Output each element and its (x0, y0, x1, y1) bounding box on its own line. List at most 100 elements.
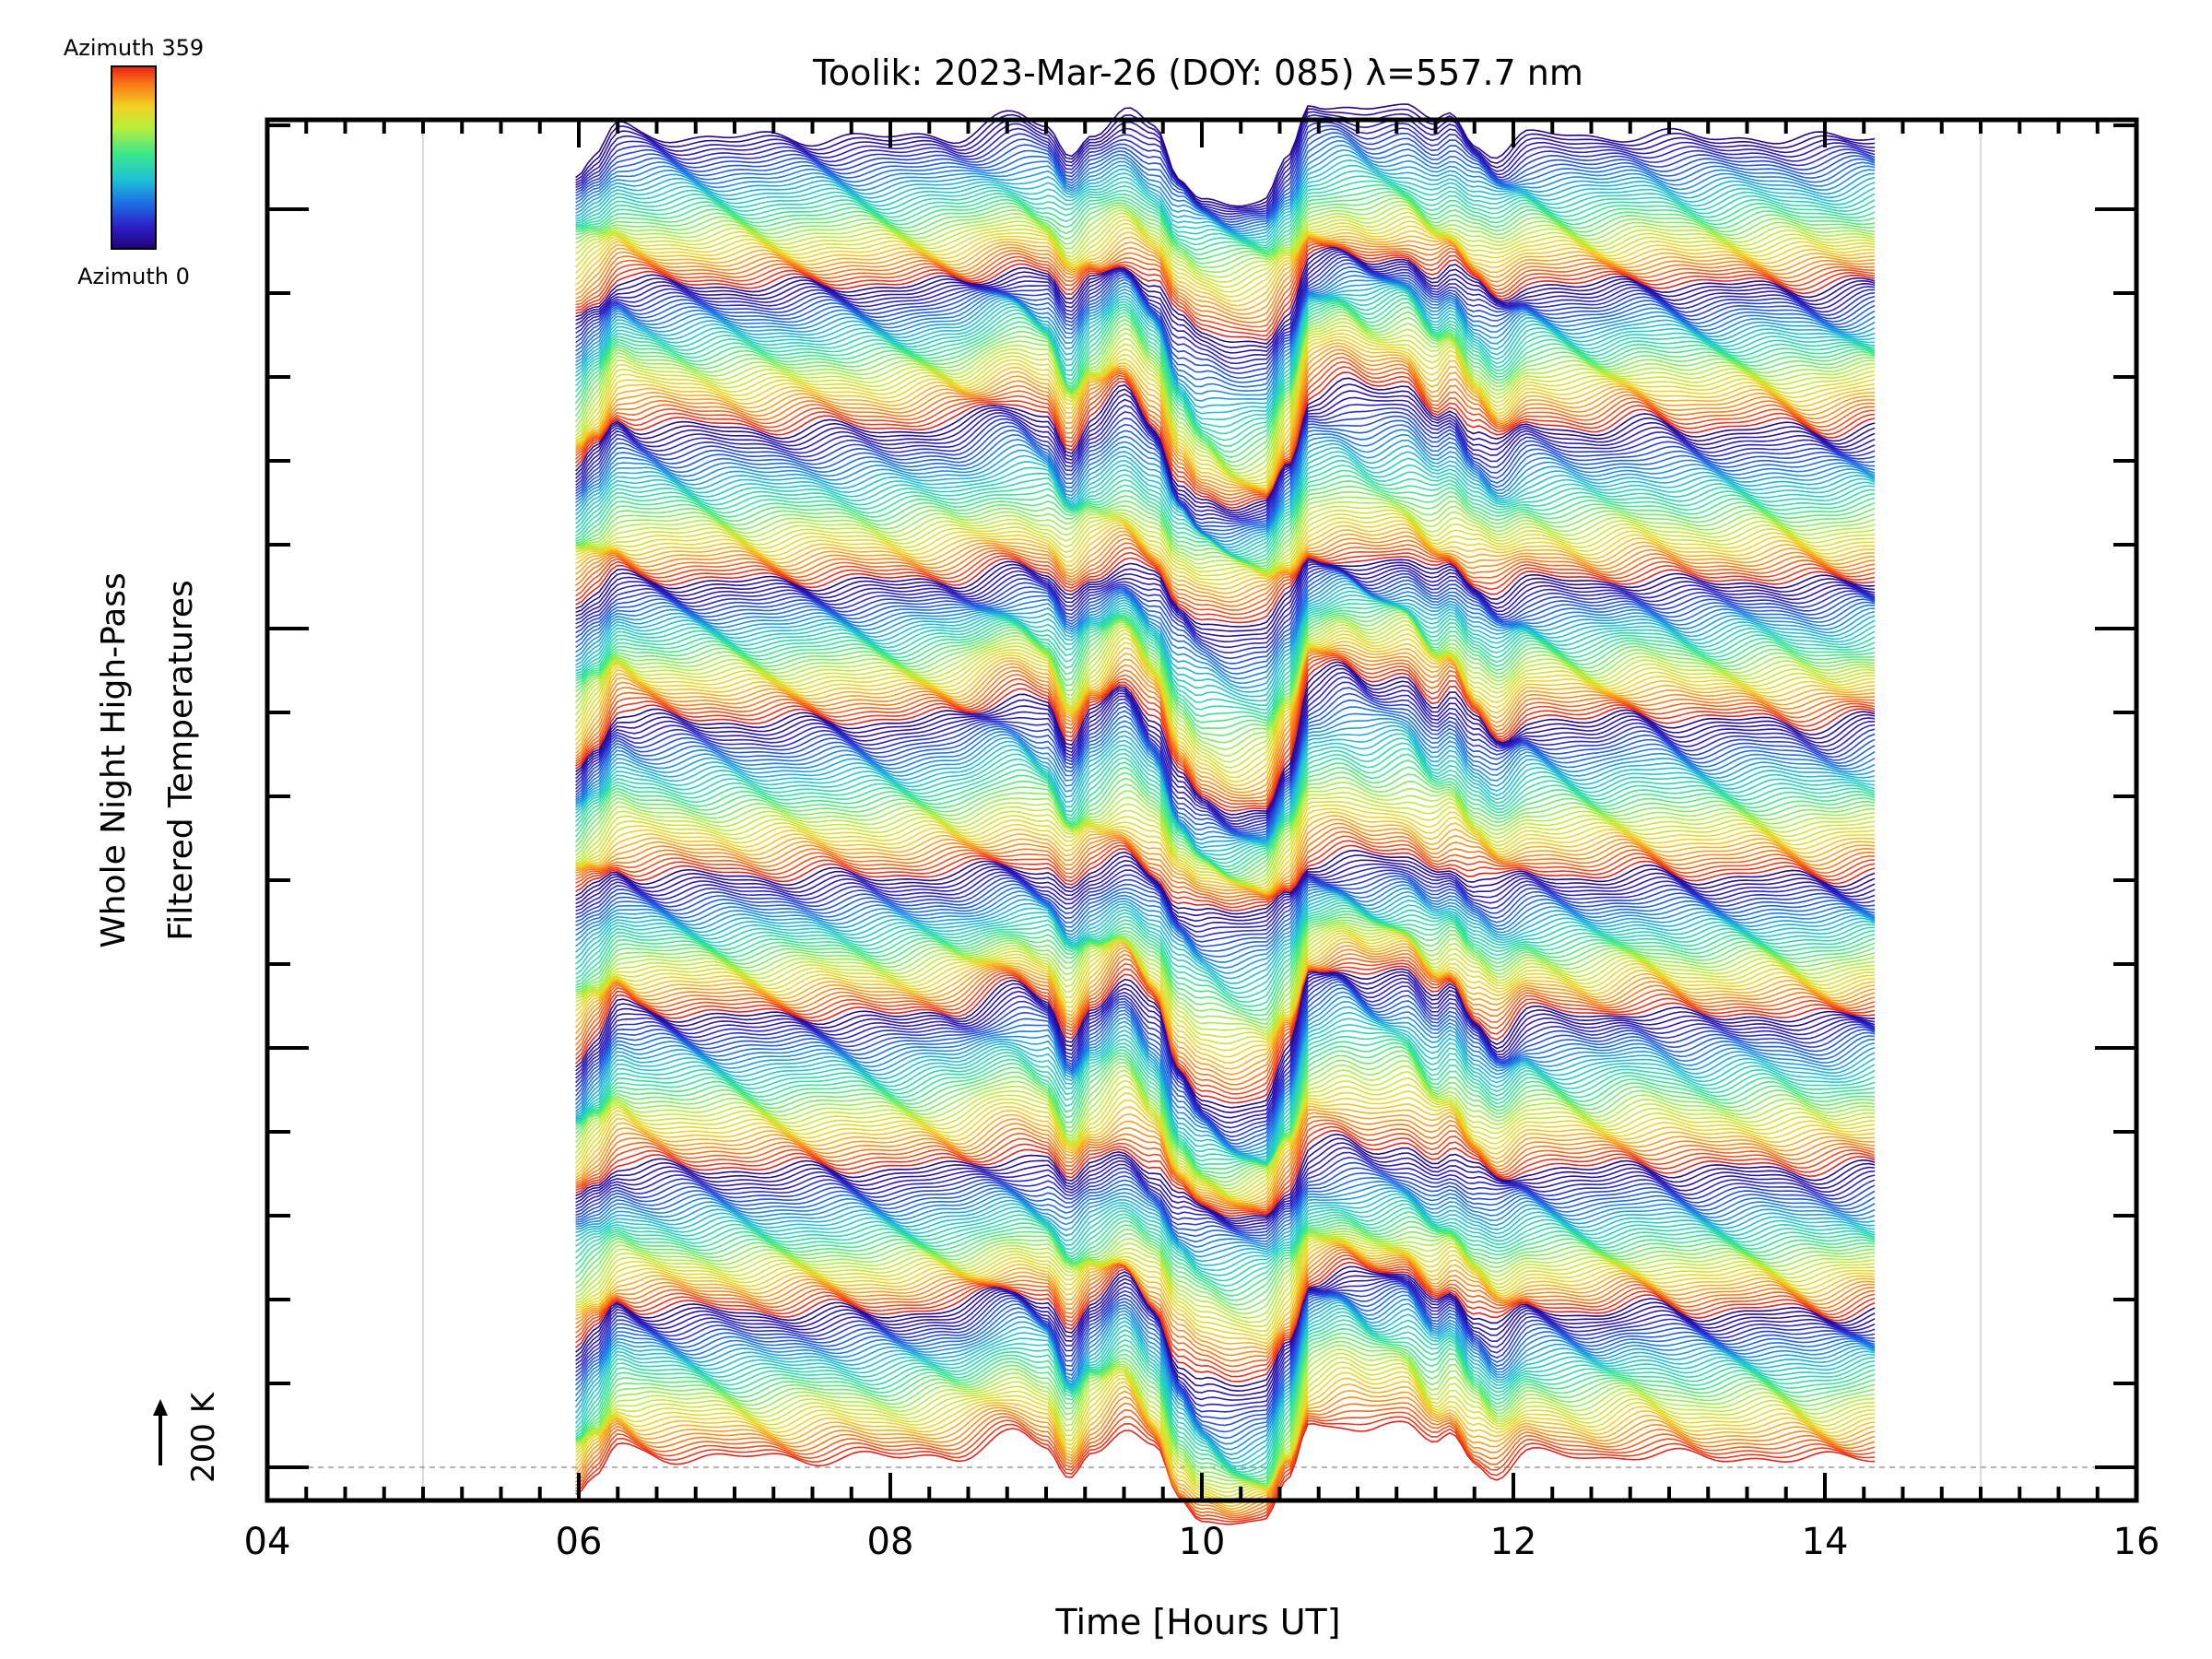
azimuth-trace (575, 991, 1876, 1150)
azimuth-trace (574, 945, 1876, 1076)
azimuth-trace (575, 244, 1876, 337)
azimuth-trace (575, 283, 1876, 409)
azimuth-trace (575, 1233, 1876, 1319)
azimuth-trace (575, 929, 1876, 1045)
azimuth-trace (575, 1395, 1876, 1514)
azimuth-trace (575, 103, 1876, 207)
azimuth-trace (575, 1115, 1876, 1209)
azimuth-trace (575, 1156, 1876, 1231)
azimuth-trace (575, 415, 1876, 528)
azimuth-trace (575, 1167, 1876, 1237)
colorbar: Azimuth 359 Azimuth 0 (64, 35, 204, 289)
y-axis-label-line1: Whole Night High-Pass (95, 572, 133, 948)
colorbar-top-label: Azimuth 359 (64, 35, 204, 61)
azimuth-trace (575, 932, 1876, 1052)
azimuth-trace (575, 1089, 1876, 1200)
azimuth-trace (575, 1102, 1876, 1203)
azimuth-trace (575, 352, 1876, 496)
azimuth-trace (575, 594, 1876, 707)
azimuth-trace (575, 1282, 1876, 1419)
azimuth-trace (575, 207, 1876, 284)
azimuth-trace (575, 895, 1876, 984)
azimuth-trace (574, 619, 1876, 763)
azimuth-trace (575, 911, 1876, 1012)
azimuth-trace (575, 983, 1876, 1145)
azimuth-trace (574, 953, 1876, 1086)
azimuth-trace (575, 1242, 1876, 1348)
azimuth-trace (574, 1294, 1876, 1445)
azimuth-trace (575, 175, 1876, 247)
x-tick-label: 08 (867, 1521, 914, 1563)
azimuth-trace (575, 1206, 1876, 1288)
azimuth-trace (575, 1244, 1876, 1351)
azimuth-trace (575, 822, 1876, 897)
azimuth-trace (575, 1180, 1876, 1248)
azimuth-trace (575, 580, 1876, 689)
azimuth-trace (575, 667, 1876, 822)
azimuth-trace (575, 1171, 1876, 1240)
azimuth-trace (575, 259, 1876, 374)
azimuth-trace (575, 650, 1876, 797)
azimuth-trace (575, 1270, 1876, 1392)
azimuth-trace (575, 653, 1876, 802)
azimuth-trace (574, 1059, 1876, 1187)
azimuth-trace (575, 571, 1876, 670)
azimuth-trace (575, 1142, 1876, 1225)
azimuth-trace (575, 859, 1876, 923)
azimuth-trace (575, 338, 1876, 489)
azimuth-trace (575, 818, 1876, 897)
azimuth-trace (575, 542, 1876, 611)
azimuth-trace (575, 329, 1876, 482)
azimuth-trace (574, 1299, 1876, 1456)
azimuth-trace (575, 1340, 1876, 1487)
azimuth-trace (575, 547, 1876, 616)
azimuth-trace (575, 981, 1876, 1142)
azimuth-trace (574, 301, 1876, 453)
azimuth-trace (575, 333, 1876, 485)
azimuth-trace (574, 1297, 1876, 1451)
azimuth-trace (575, 1190, 1876, 1263)
azimuth-trace (575, 671, 1876, 825)
azimuth-trace (575, 139, 1876, 230)
azimuth-trace (575, 877, 1876, 952)
azimuth-trace (574, 948, 1876, 1081)
azimuth-trace (575, 927, 1876, 1039)
azimuth-trace (575, 971, 1876, 1113)
azimuth-trace (575, 884, 1876, 963)
azimuth-trace (575, 1211, 1876, 1292)
azimuth-trace (575, 608, 1876, 736)
azimuth-trace (575, 197, 1876, 268)
azimuth-trace (575, 922, 1876, 1030)
azimuth-trace (575, 935, 1876, 1058)
azimuth-trace (574, 1077, 1876, 1195)
azimuth-trace (575, 246, 1876, 345)
azimuth-trace (575, 345, 1876, 493)
azimuth-trace (575, 728, 1876, 852)
azimuth-trace (575, 183, 1876, 252)
azimuth-trace (575, 275, 1876, 392)
azimuth-trace (575, 897, 1876, 990)
azimuth-trace (574, 628, 1876, 774)
azimuth-trace (575, 582, 1876, 693)
azimuth-trace (575, 1119, 1876, 1211)
azimuth-trace (574, 305, 1876, 459)
azimuth-trace (575, 242, 1876, 333)
azimuth-trace (575, 419, 1876, 532)
azimuth-trace (575, 527, 1876, 594)
x-tick-label: 14 (1802, 1521, 1849, 1563)
azimuth-trace (575, 285, 1876, 415)
colorbar-gradient (111, 65, 157, 250)
azimuth-trace (575, 586, 1876, 698)
azimuth-trace (575, 505, 1876, 574)
azimuth-trace (575, 978, 1876, 1138)
azimuth-trace (575, 239, 1876, 324)
azimuth-trace (575, 827, 1876, 899)
azimuth-trace (575, 664, 1876, 819)
azimuth-trace (575, 747, 1876, 868)
azimuth-trace (575, 1196, 1876, 1272)
azimuth-trace (575, 574, 1876, 680)
azimuth-trace (575, 987, 1876, 1148)
azimuth-trace (575, 863, 1876, 928)
azimuth-trace (575, 613, 1876, 751)
azimuth-trace (575, 606, 1876, 730)
